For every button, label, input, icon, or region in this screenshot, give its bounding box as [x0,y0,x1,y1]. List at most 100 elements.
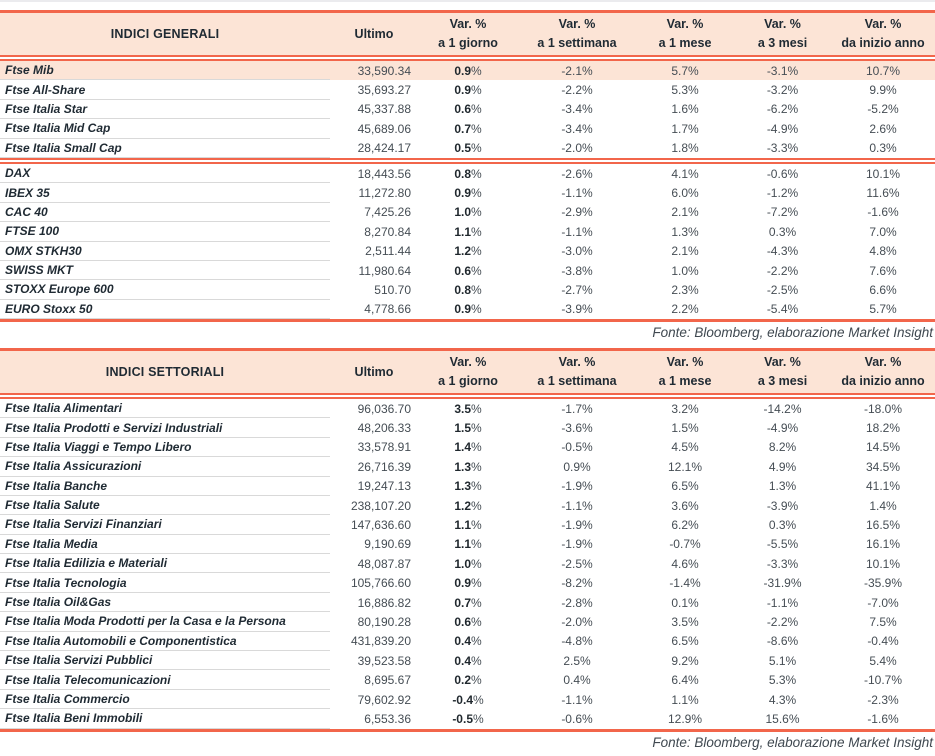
table-row: Ftse Italia Servizi Pubblici 39,523.58 0.4… [0,651,935,671]
var-ytd-cell: 16.1% [865,537,901,552]
var-3-months-cell: -31.9% [763,576,802,591]
header-divider [0,55,935,61]
var-1-day-cell: 3.5% [454,401,482,416]
var-1-week-cell: -0.6% [561,711,593,726]
last-value-cell: 7,425.26 [364,205,411,220]
var-ytd-cell: -18.0% [863,401,903,416]
var-1-week-cell: -1.9% [561,479,593,494]
var-3-months-cell: -4.3% [766,244,799,259]
table-title: INDICI GENERALI [110,27,220,41]
var-3-months-cell: 0.3% [768,224,797,239]
var-ytd-cell: 7.6% [869,263,897,278]
var-ytd-cell: 11.6% [866,186,900,201]
var-1-day-cell: 0.8% [454,166,482,181]
last-value-cell: 9,190.69 [364,537,411,552]
var-1-month-cell: 6.0% [671,186,699,201]
var-1-month-cell: 3.5% [671,614,699,629]
column-header-line: Var. % [764,355,801,370]
var-1-week-cell: -2.6% [561,166,593,181]
table-row: Ftse Italia Prodotti e Servizi Industria… [0,418,935,438]
table-row: Ftse Italia Beni Immobili 6,553.36 -0.5% -0… [0,709,935,729]
column-header-var-3-months: Var. % a 3 mesi [734,15,831,53]
index-name-cell: Ftse All-Share [0,80,330,100]
var-1-month-cell: 6.4% [671,673,699,688]
var-1-day-cell: 1.4% [454,440,482,455]
var-3-months-cell: -6.2% [766,102,799,117]
var-1-month-cell: 9.2% [671,653,699,668]
var-1-month-cell: 4.6% [671,556,699,571]
table-bottom-border [0,728,935,732]
column-header-line: Var. % [449,355,487,370]
table-row: Ftse Italia Oil&Gas 16,886.82 0.7% -2.8% 0.1… [0,593,935,613]
last-value-cell: 96,036.70 [357,401,411,416]
var-1-month-cell: 1.1% [671,692,699,707]
column-header-var-1-week: Var. % a 1 settimana [518,353,636,391]
column-header-ultimo: Ultimo [354,364,394,379]
var-1-day-cell: 0.4% [454,653,482,668]
var-1-month-cell: 1.8% [671,141,699,156]
var-3-months-cell: -3.3% [766,556,799,571]
var-1-month-cell: -1.4% [669,576,701,591]
table-row: Ftse Mib 33,590.34 0.9% -2.1% 5.7% -3.1% 10.7% [0,61,935,81]
last-value-cell: 48,206.33 [357,421,411,436]
last-value-cell: 6,553.36 [364,711,411,726]
var-1-day-cell: 0.7% [454,121,482,136]
var-1-week-cell: -1.1% [561,186,593,201]
var-3-months-cell: -5.4% [766,302,799,317]
var-3-months-cell: -3.9% [766,498,799,513]
var-1-week-cell: -2.9% [561,205,593,220]
index-name-cell: SWISS MKT [0,261,330,281]
last-value-cell: 105,766.60 [350,576,411,591]
var-ytd-cell: 5.4% [869,653,897,668]
var-1-day-cell: 1.1% [454,537,482,552]
var-1-day-cell: 0.5% [454,141,482,156]
last-value-cell: 19,247.13 [357,479,411,494]
var-1-week-cell: -2.0% [561,141,593,156]
var-3-months-cell: -5.5% [766,537,799,552]
var-3-months-cell: -2.2% [766,614,799,629]
var-ytd-cell: -2.3% [867,692,899,707]
var-1-day-cell: 1.5% [454,421,482,436]
column-header-line: Var. % [764,17,801,32]
var-ytd-cell: 0.3% [869,141,897,156]
table-row: Ftse Italia Tecnologia 105,766.60 0.9% -8.2… [0,573,935,593]
index-name-cell: Ftse Italia Mid Cap [0,119,330,139]
index-name-cell: Ftse Mib [0,61,330,81]
index-name-cell: Ftse Italia Moda Prodotti per la Casa e … [0,612,330,632]
table-indici-settoriali: INDICI SETTORIALI Ultimo Var. % a 1 gior… [0,347,935,756]
index-name-cell: EURO Stoxx 50 [0,300,330,320]
var-ytd-cell: 6.6% [869,282,897,297]
table-row: Ftse Italia Media 9,190.69 1.1% -1.9% -0.7% -… [0,535,935,555]
var-ytd-cell: 1.4% [869,498,897,513]
var-ytd-cell: -5.2% [867,102,899,117]
var-ytd-cell: -7.0% [867,595,899,610]
var-1-month-cell: 1.7% [671,121,699,136]
var-ytd-cell: 41.1% [865,479,901,494]
var-3-months-cell: 0.3% [768,517,797,532]
var-ytd-cell: 2.6% [869,121,897,136]
var-1-month-cell: 2.1% [671,244,699,259]
column-header-var-ytd: Var. % da inizio anno [831,353,935,391]
var-1-week-cell: -1.1% [561,224,593,239]
var-1-month-cell: 0.1% [671,595,699,610]
table-row: Ftse Italia Servizi Finanziari 147,636.60… [0,515,935,535]
table-row: Ftse Italia Moda Prodotti per la Casa e … [0,612,935,632]
table-row: Ftse Italia Viaggi e Tempo Libero 33,578.… [0,438,935,458]
last-value-cell: 431,839.20 [350,634,411,649]
var-1-day-cell: 0.9% [454,302,482,317]
index-name-cell: STOXX Europe 600 [0,280,330,300]
var-1-day-cell: 1.2% [454,244,482,259]
var-1-week-cell: -2.1% [561,63,593,78]
index-name-cell: Ftse Italia Telecomunicazioni [0,670,330,690]
column-header-var-1-day: Var. % a 1 giorno [418,353,518,391]
var-1-month-cell: 5.7% [671,63,699,78]
var-1-day-cell: 0.6% [454,263,482,278]
var-ytd-cell: -35.9% [863,576,903,591]
column-header-line: Var. % [864,17,902,32]
column-header-line: Var. % [449,17,487,32]
last-value-cell: 79,602.92 [357,692,411,707]
page-top-divider [0,0,935,2]
var-1-day-cell: 1.1% [454,517,482,532]
var-1-week-cell: -2.8% [561,595,593,610]
